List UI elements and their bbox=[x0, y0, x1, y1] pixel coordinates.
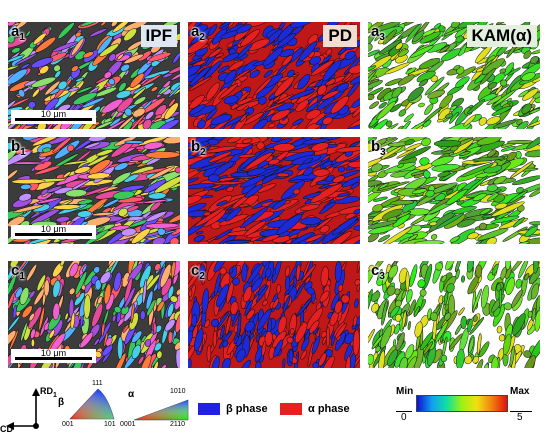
beta-phase-label: β phase bbox=[226, 403, 268, 415]
kam-divider-right bbox=[510, 411, 532, 412]
scale-bar: 10 μm bbox=[11, 224, 96, 239]
panel-label-c2: c2 bbox=[191, 262, 205, 282]
ipf-beta-left-label: 001 bbox=[62, 421, 74, 428]
panel-label-c1: c1 bbox=[11, 262, 25, 282]
ipf-beta-triangle bbox=[69, 388, 115, 420]
kam-colorbar bbox=[416, 395, 508, 412]
kam-map-image bbox=[368, 261, 540, 368]
panel-label-b3: b3 bbox=[371, 138, 386, 158]
panel-c1-ipf-map: c1 10 μm bbox=[8, 261, 180, 368]
kam-map-image bbox=[368, 137, 540, 244]
panel-c3-kam-map: c3 bbox=[368, 261, 540, 368]
panel-label-c3: c3 bbox=[371, 262, 385, 282]
ipf-beta-symbol: β bbox=[58, 397, 65, 408]
ipf-alpha-left-label: 0001 bbox=[120, 421, 136, 428]
beta-phase-swatch bbox=[198, 403, 220, 415]
panel-a1-ipf-map: a1 IPF 10 μm bbox=[8, 22, 180, 129]
phase-map-image bbox=[188, 22, 360, 129]
ipf-alpha-triangle bbox=[133, 399, 189, 421]
kam-map-image bbox=[368, 22, 540, 129]
kam-min-label: Min bbox=[396, 386, 414, 397]
sample-axes-diagram bbox=[6, 388, 40, 430]
panel-b1-ipf-map: b1 10 μm bbox=[8, 137, 180, 244]
panel-label-b2: b2 bbox=[191, 138, 206, 158]
ipf-alpha-symbol: α bbox=[128, 389, 135, 400]
panel-b3-kam-map: b3 bbox=[368, 137, 540, 244]
kam-divider-left bbox=[396, 411, 412, 412]
alpha-phase-label: α phase bbox=[308, 403, 350, 415]
ipf-beta-right-label: 101 bbox=[104, 421, 116, 428]
panel-label-a2: a2 bbox=[191, 23, 205, 43]
panel-label-b1: b1 bbox=[11, 138, 26, 158]
panel-label-a3: a3 bbox=[371, 23, 385, 43]
ipf-beta-top-label: 111 bbox=[92, 380, 103, 387]
ipf-alpha-right-label: 2110 bbox=[170, 421, 186, 428]
ipf-alpha-top-label: 1010 bbox=[170, 388, 186, 395]
panel-label-a1: a1 bbox=[11, 23, 25, 43]
kam-max-label: Max bbox=[510, 386, 530, 397]
kam-min-value: 0 bbox=[401, 412, 407, 423]
alpha-phase-swatch bbox=[280, 403, 302, 415]
scale-bar: 10 μm bbox=[11, 348, 96, 363]
phase-map-image bbox=[188, 261, 360, 368]
cd-axis-label: CD bbox=[0, 424, 13, 434]
kam-max-value: 5 bbox=[517, 412, 523, 423]
kam-header: KAM(α) bbox=[466, 25, 537, 47]
pd-header: PD bbox=[323, 25, 357, 47]
panel-a2-phase-map: a2 PD bbox=[188, 22, 360, 129]
panel-a3-kam-map: a3 KAM(α) bbox=[368, 22, 540, 129]
panel-c2-phase-map: c2 bbox=[188, 261, 360, 368]
phase-map-image bbox=[188, 137, 360, 244]
ipf-header: IPF bbox=[140, 25, 177, 47]
panel-b2-phase-map: b2 bbox=[188, 137, 360, 244]
rd-axis-label: RD1 bbox=[40, 386, 57, 399]
scale-bar: 10 μm bbox=[11, 109, 96, 124]
